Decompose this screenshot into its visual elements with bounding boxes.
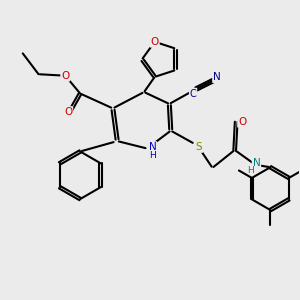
Text: S: S — [196, 142, 202, 152]
Text: O: O — [238, 117, 246, 127]
Text: O: O — [61, 71, 69, 81]
Text: O: O — [64, 107, 72, 117]
Text: H: H — [247, 166, 254, 175]
Text: O: O — [151, 37, 159, 47]
Text: N: N — [213, 72, 221, 82]
Text: H: H — [149, 151, 156, 160]
Text: N: N — [148, 142, 156, 152]
Text: N: N — [253, 158, 260, 168]
Text: C: C — [190, 88, 196, 98]
